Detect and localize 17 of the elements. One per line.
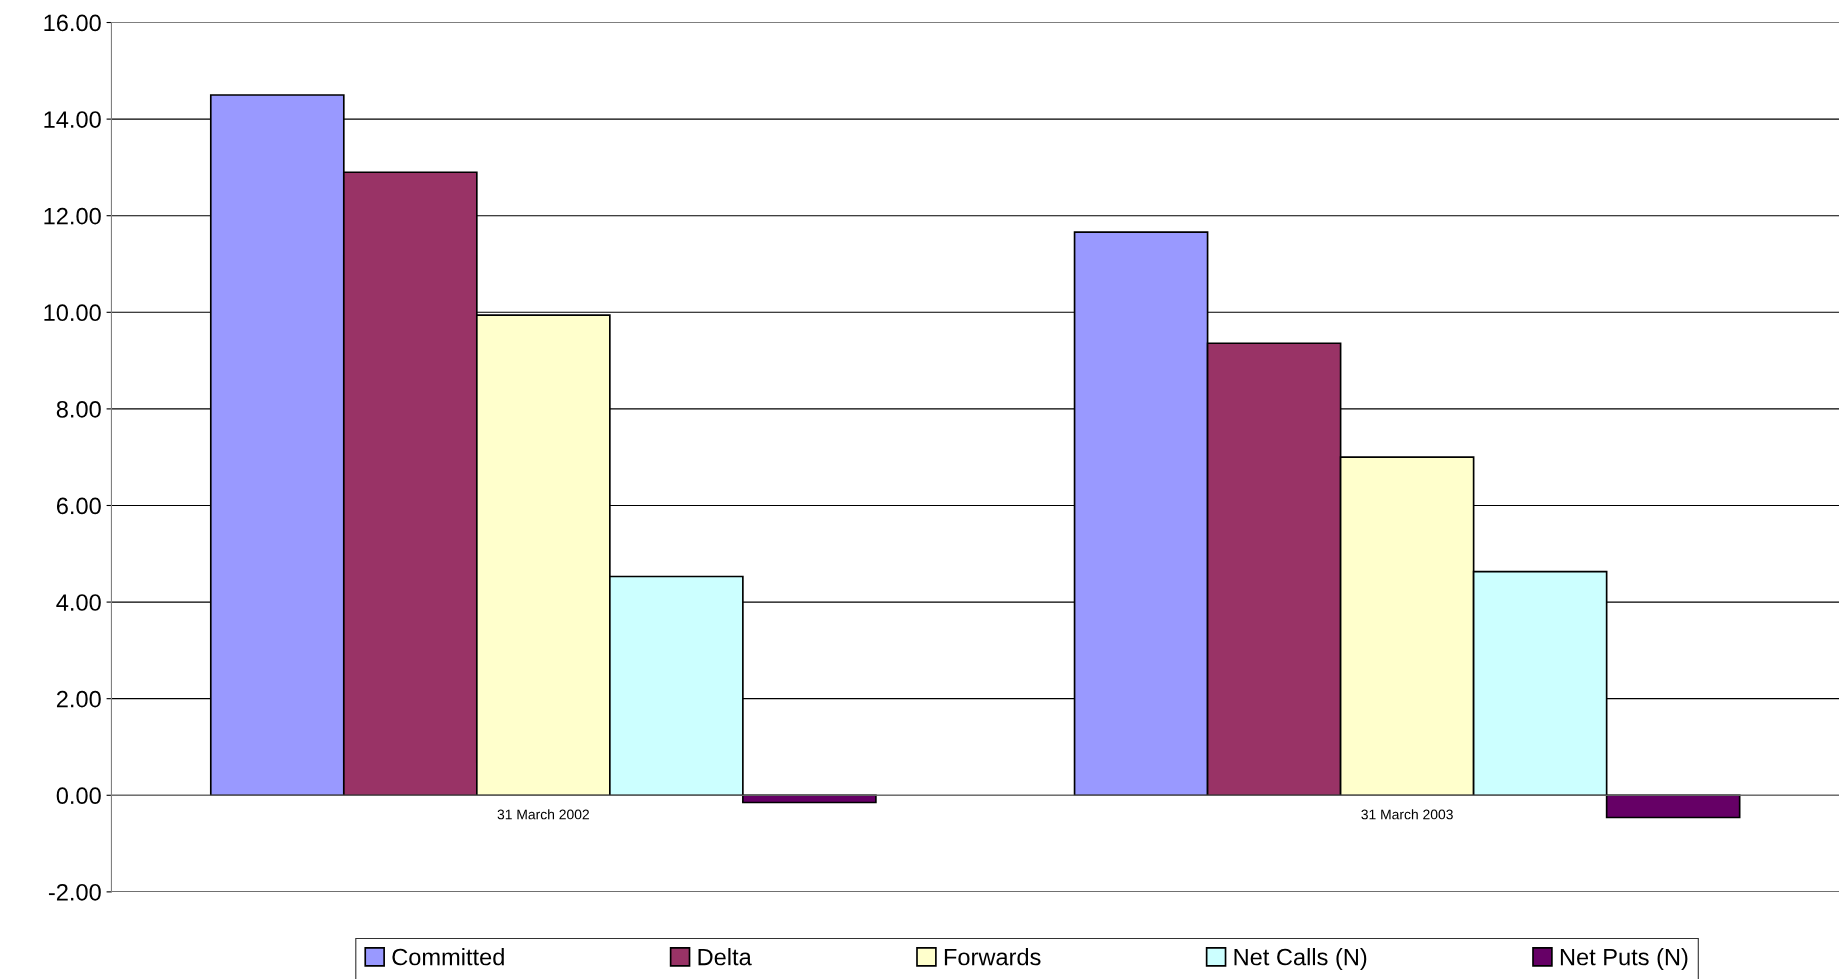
y-tick-label: 16.00 [44, 14, 101, 32]
y-tick-label: 0.00 [56, 787, 101, 805]
legend-label: Net Calls (N) [1234, 948, 1367, 971]
y-tick-label: 8.00 [56, 400, 101, 418]
x-tick-label: 31 March 2002 [497, 809, 589, 820]
legend-label: Net Puts (N) [1560, 948, 1688, 971]
y-tick-label: 2.00 [56, 690, 101, 708]
y-tick-label: 10.00 [44, 304, 101, 322]
y-tick-label: 4.00 [56, 594, 101, 611]
legend-label: Delta [698, 948, 752, 966]
x-tick-label: 31 March 2003 [1361, 809, 1453, 820]
legend-label: Committed [392, 948, 504, 966]
y-tick-label: 12.00 [44, 207, 101, 225]
legend-label: Forwards [944, 948, 1041, 966]
y-tick-label: 6.00 [56, 497, 101, 515]
y-tick-label: 14.00 [44, 111, 101, 128]
y-tick-label: -2.00 [48, 883, 101, 901]
